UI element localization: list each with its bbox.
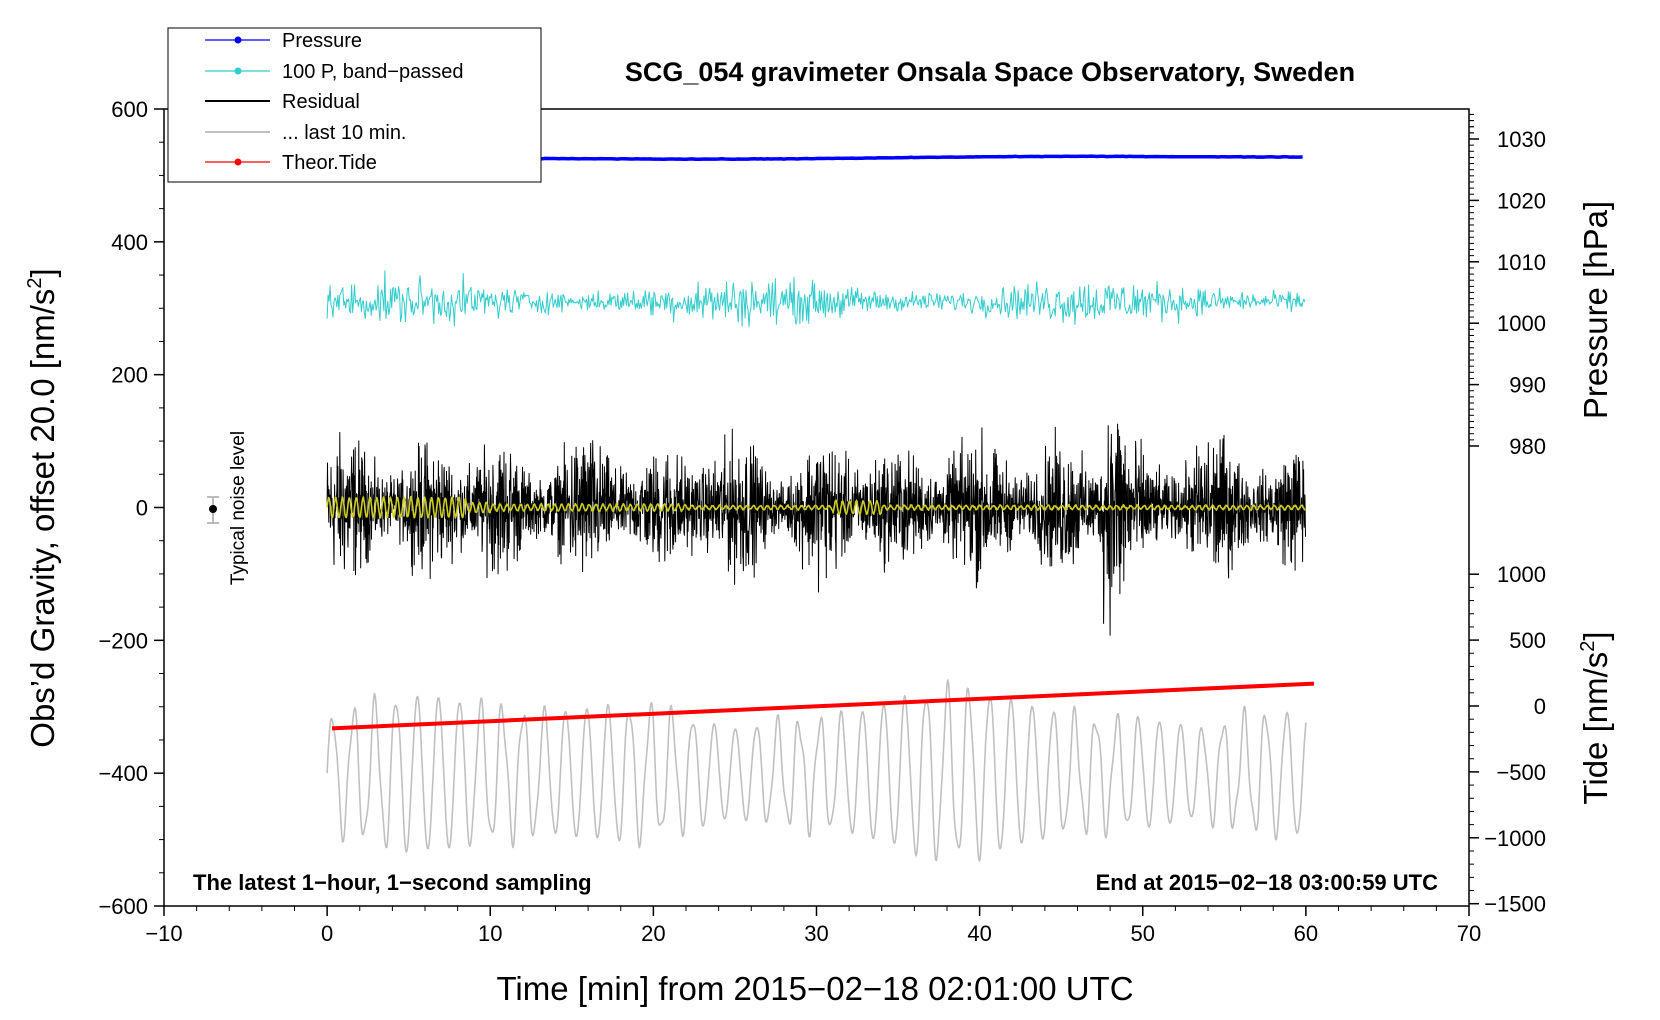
x-tick-label: 10 [478, 921, 502, 946]
legend-box [167, 27, 542, 183]
legend-bandpassed-label: 100 P, band−passed [282, 61, 463, 83]
x-tick-label: 20 [641, 921, 665, 946]
x-tick-label: 50 [1131, 921, 1155, 946]
left-tick-label: 600 [111, 97, 148, 122]
left-axis-label: Obs’d Gravity, offset 20.0 [nm/s2] [24, 268, 61, 747]
left-tick-label: −200 [98, 628, 148, 653]
tide-tick-label: 0 [1534, 694, 1546, 719]
x-axis-label: Time [min] from 2015−02−18 02:01:00 UTC [496, 970, 1133, 1007]
noise-point [209, 505, 217, 513]
legend-bandpassed-marker [234, 67, 242, 75]
left-tick-label: −400 [98, 761, 148, 786]
legend-tide-marker [234, 158, 242, 166]
tide-tick-label: −1000 [1484, 826, 1546, 851]
tide-tick-label: −500 [1496, 760, 1546, 785]
filtered-residual-line [326, 495, 1306, 519]
legend-tide-label: Theor.Tide [282, 152, 377, 174]
pressure-tick-label: 990 [1509, 373, 1546, 398]
pressure-tick-label: 1010 [1497, 250, 1546, 275]
left-axis-label-main: Obs’d Gravity, offset 20.0 [nm/s [24, 289, 61, 748]
left-axis-label-sup: 2 [24, 277, 46, 288]
x-tick-label: 60 [1294, 921, 1318, 946]
pressure-tick-label: 1030 [1497, 127, 1546, 152]
legend-last10-label: ... last 10 min. [282, 122, 407, 144]
left-tick-label: 0 [136, 496, 148, 521]
annotation-end-time: End at 2015−02−18 03:00:59 UTC [1096, 870, 1439, 895]
chart-title: SCG_054 gravimeter Onsala Space Observat… [625, 57, 1355, 87]
tide-axis-label: Tide [nm/s2] [1577, 631, 1614, 804]
x-tick-label: −10 [145, 921, 182, 946]
legend-pressure-marker [234, 36, 242, 44]
left-axis-label-end: ] [24, 268, 61, 277]
noise-level-label: Typical noise level [228, 431, 249, 585]
x-tick-label: 70 [1457, 921, 1481, 946]
tide-tick-label: 1000 [1497, 562, 1546, 587]
tide-line [331, 681, 1315, 731]
axes-layer: −10 0 10 20 30 40 50 60 70−600−400−2000200400600… [98, 97, 1546, 946]
pressure-tick-label: 980 [1509, 434, 1546, 459]
residual-line [326, 423, 1306, 636]
legend-residual-label: Residual [282, 91, 360, 113]
series-layer [326, 154, 1315, 862]
left-tick-label: 200 [111, 363, 148, 388]
band-passed-line [326, 270, 1306, 328]
tide-tick-label: −1500 [1484, 892, 1546, 917]
pressure-tick-label: 1000 [1497, 311, 1546, 336]
left-tick-label: −600 [98, 894, 148, 919]
pressure-axis-label: Pressure [hPa] [1577, 201, 1614, 419]
x-tick-label: 30 [804, 921, 828, 946]
x-tick-label: 40 [967, 921, 991, 946]
tide-axis-label-sup: 2 [1577, 641, 1599, 652]
pressure-tick-label: 1020 [1497, 188, 1546, 213]
tide-tick-label: 500 [1509, 628, 1546, 653]
left-tick-label: 400 [111, 230, 148, 255]
noise-level-indicator: Typical noise level [207, 431, 249, 585]
tide-axis-label-end: ] [1577, 631, 1614, 640]
annotation-latest-hour: The latest 1−hour, 1−second sampling [193, 870, 592, 895]
tide-axis-label-main: Tide [nm/s [1577, 652, 1614, 805]
last-10-min-line [326, 679, 1307, 862]
legend-pressure-label: Pressure [282, 30, 362, 52]
x-tick-label: 0 [321, 921, 333, 946]
legend: Pressure 100 P, band−passed Residual ...… [167, 27, 542, 183]
